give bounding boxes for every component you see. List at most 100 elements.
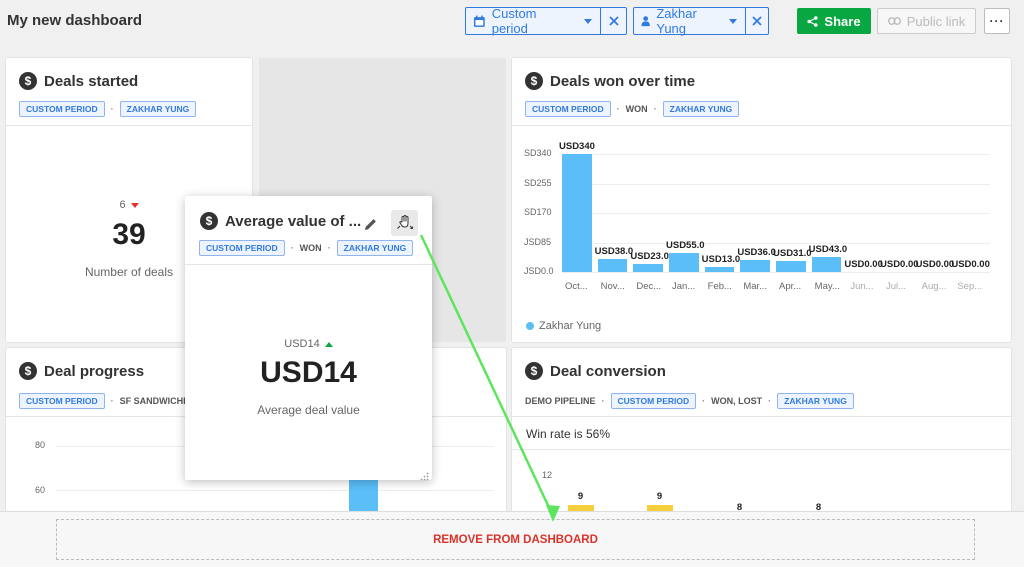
deals-won-header: $ Deals won over time <box>525 72 695 90</box>
bar-value-label: USD0.00 <box>880 259 919 270</box>
x-tick: Dec... <box>636 281 662 292</box>
divider <box>512 449 1011 450</box>
deal-progress-header: $ Deal progress <box>19 362 144 380</box>
average-value-value: USD14 <box>260 356 357 389</box>
link-icon <box>887 17 901 25</box>
resize-icon <box>420 472 429 481</box>
delta-value: USD14 <box>284 338 320 350</box>
separator-dot: · <box>110 396 114 406</box>
user-tag: ZAKHAR YUNG <box>119 101 197 117</box>
bar-value-label: USD36.0 <box>737 246 776 258</box>
page-title: My new dashboard <box>7 12 143 29</box>
user-filter-dropdown[interactable]: Zakhar Yung <box>634 6 745 36</box>
x-tick: Oct... <box>565 281 588 292</box>
chart-bar[interactable] <box>776 261 806 272</box>
arrow-down-icon <box>130 202 139 208</box>
period-filter-label: Custom period <box>491 6 537 36</box>
user-filter[interactable]: Zakhar Yung <box>633 6 769 36</box>
public-link-button[interactable]: Public link <box>877 8 976 34</box>
bar-value-label: USD13.0 <box>701 254 741 266</box>
separator-dot: · <box>653 104 657 114</box>
drag-hand-icon <box>396 214 413 229</box>
chart-bar[interactable] <box>811 257 842 272</box>
user-tag: ZAKHAR YUNG <box>336 240 414 256</box>
period-filter-dropdown[interactable]: Custom period <box>466 6 600 36</box>
user-tag: ZAKHAR YUNG <box>777 393 854 409</box>
conversion-bar-label: 8 <box>815 502 822 513</box>
pipeline-label: SF SANDWICHES <box>119 396 196 406</box>
public-link-label: Public link <box>906 13 966 29</box>
y-tick: JSD85 <box>524 236 552 247</box>
period-tag: CUSTOM PERIOD <box>610 393 697 409</box>
remove-from-dashboard-dropzone[interactable]: REMOVE FROM DASHBOARD <box>56 519 975 560</box>
x-tick: Feb... <box>707 281 732 292</box>
status-label: WON <box>625 104 648 114</box>
divider <box>512 125 1011 126</box>
share-button[interactable]: Share <box>797 8 871 34</box>
y-tick: JSD0.0 <box>524 266 554 276</box>
share-icon <box>807 15 819 27</box>
divider <box>512 416 1011 417</box>
y-tick: 12 <box>542 470 553 480</box>
y-tick: SD170 <box>524 207 552 217</box>
bar-value-label: USD340 <box>559 141 595 152</box>
deals-won-card[interactable]: $ Deals won over time CUSTOM PERIOD · WO… <box>512 58 1011 342</box>
resize-handle[interactable] <box>420 468 429 481</box>
separator-dot: · <box>601 396 605 406</box>
chart-bar[interactable] <box>704 267 735 272</box>
deal-conversion-title: Deal conversion <box>550 362 666 380</box>
drag-handle[interactable] <box>391 210 418 236</box>
x-tick: Jun... <box>850 281 874 292</box>
chart-bar[interactable] <box>597 258 628 272</box>
edit-button[interactable] <box>361 215 379 233</box>
separator-dot: · <box>768 396 772 406</box>
period-tag: CUSTOM PERIOD <box>19 393 105 409</box>
deal-conversion-card[interactable]: $ Deal conversion DEMO PIPELINE · CUSTOM… <box>512 348 1011 518</box>
user-filter-label: Zakhar Yung <box>656 6 697 36</box>
gridline <box>562 272 990 273</box>
legend-label: Zakhar Yung <box>539 320 602 332</box>
bar-value-label: USD31.0 <box>773 248 812 260</box>
chart-bar[interactable] <box>633 264 663 272</box>
separator-dot: · <box>290 243 294 253</box>
remove-zone[interactable]: REMOVE FROM DASHBOARD <box>0 511 1024 567</box>
user-filter-clear-button[interactable] <box>744 8 768 34</box>
conversion-bar-label: 9 <box>577 491 584 502</box>
deals-started-header: $ Deals started <box>19 72 138 90</box>
pipeline-label: DEMO PIPELINE <box>525 396 596 406</box>
separator-dot: · <box>327 243 331 253</box>
deals-started-caption: Number of deals <box>84 265 174 279</box>
period-filter[interactable]: Custom period <box>465 6 627 36</box>
deal-progress-filters: CUSTOM PERIOD · SF SANDWICHES <box>19 393 195 409</box>
deals-won-filters: CUSTOM PERIOD · WON · ZAKHAR YUNG <box>525 101 740 117</box>
gridline <box>562 183 990 185</box>
period-tag: CUSTOM PERIOD <box>199 240 285 256</box>
x-tick: Apr... <box>779 281 802 292</box>
remove-label: REMOVE FROM DASHBOARD <box>433 533 598 546</box>
gridline <box>562 154 990 155</box>
average-value-header: $ Average value of ... <box>200 212 361 230</box>
pencil-icon <box>364 218 376 230</box>
average-value-card[interactable]: $ Average value of ... CUSTOM PERIOD · W… <box>185 196 432 481</box>
x-tick: Jul... <box>886 281 907 292</box>
deal-conversion-filters: DEMO PIPELINE · CUSTOM PERIOD · WON, LOS… <box>525 393 854 409</box>
close-icon <box>752 16 762 26</box>
delta-value: 6 <box>119 199 126 211</box>
status-label: WON <box>299 243 322 253</box>
deals-won-title: Deals won over time <box>550 72 696 90</box>
x-tick: Aug... <box>921 281 947 292</box>
gridline <box>562 242 990 244</box>
legend-dot <box>526 322 534 330</box>
dollar-icon: $ <box>525 72 543 90</box>
x-tick: Mar... <box>743 281 768 292</box>
bar-value-label: USD23.0 <box>630 251 669 263</box>
chart-bar[interactable] <box>669 252 699 272</box>
more-icon: ··· <box>989 14 1005 28</box>
more-options-button[interactable]: ··· <box>984 8 1010 34</box>
deals-started-value: 39 <box>112 218 146 251</box>
share-label: Share <box>824 13 861 29</box>
chart-bar[interactable] <box>562 154 592 272</box>
chart-bar[interactable] <box>740 259 770 272</box>
y-tick: SD255 <box>524 177 552 188</box>
period-filter-clear-button[interactable] <box>600 8 626 34</box>
